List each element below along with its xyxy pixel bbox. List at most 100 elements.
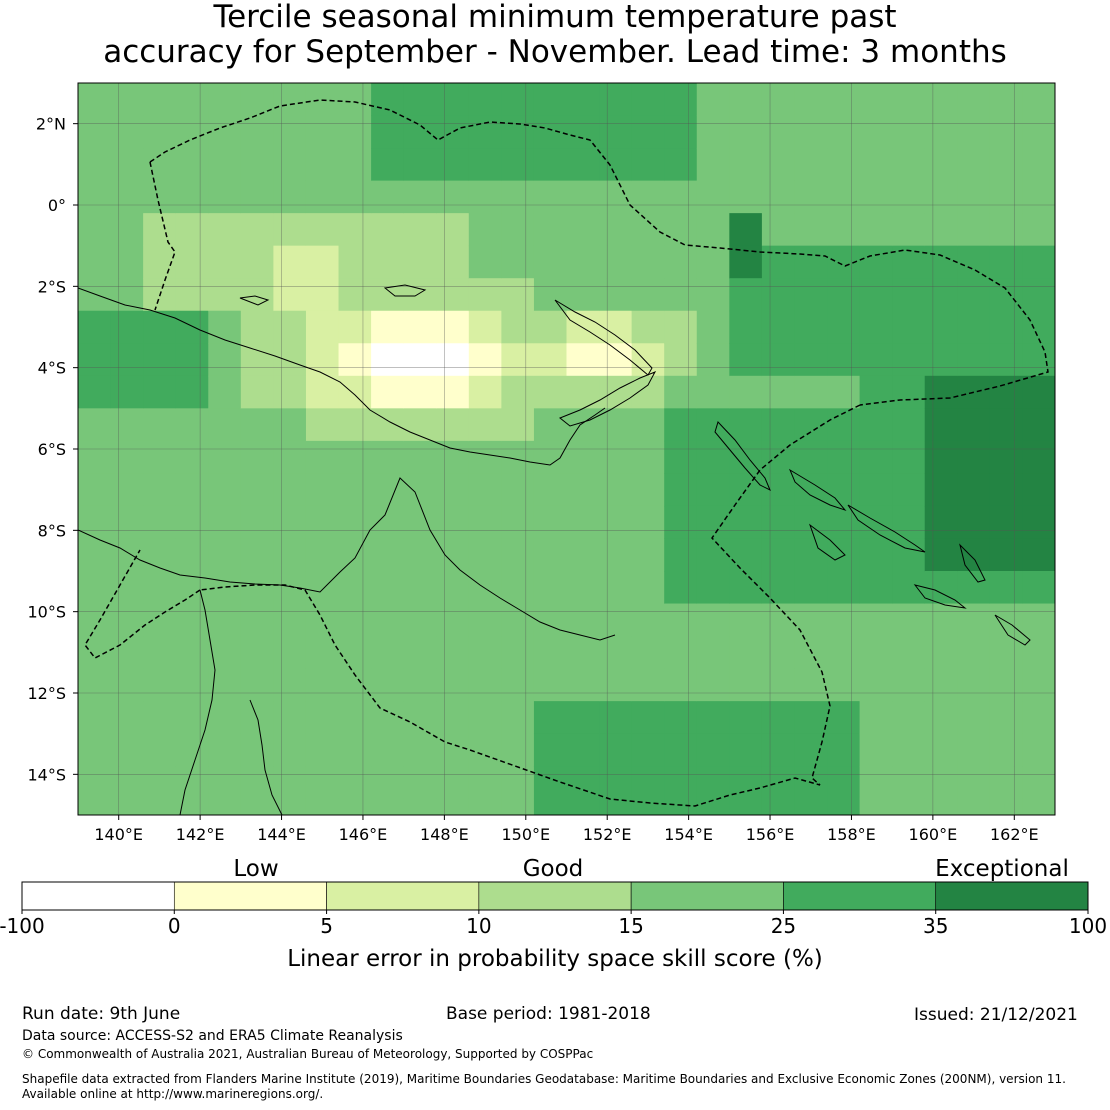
- skill-cell: [794, 278, 828, 312]
- skill-cell: [599, 603, 633, 637]
- skill-cell: [924, 213, 958, 247]
- x-tick-label: 142°E: [176, 825, 225, 844]
- skill-cell: [305, 245, 340, 279]
- skill-cell: [664, 343, 698, 377]
- skill-cell: [305, 440, 340, 474]
- skill-cell: [696, 733, 730, 767]
- skill-cell: [729, 408, 763, 442]
- skill-cell: [957, 473, 991, 507]
- skill-cell: [1055, 246, 1088, 279]
- skill-cell: [143, 310, 177, 344]
- skill-cell: [468, 115, 502, 149]
- skill-cell: [1022, 213, 1055, 247]
- y-tick-label: 6°S: [38, 440, 66, 459]
- skill-cell: [371, 148, 405, 182]
- skill-cell: [631, 473, 665, 507]
- skill-cell: [859, 213, 893, 247]
- skill-cell: [403, 798, 437, 815]
- skill-cell: [501, 148, 535, 182]
- copyright-notice: © Commonwealth of Australia 2021, Austra…: [22, 1047, 594, 1061]
- skill-cell: [175, 83, 209, 117]
- skill-cell: [305, 115, 340, 149]
- skill-cell: [403, 278, 437, 312]
- skill-cell: [436, 180, 470, 214]
- skill-cell: [1022, 473, 1055, 507]
- skill-cell: [403, 733, 437, 767]
- skill-cell: [761, 473, 795, 507]
- skill-cell: [338, 473, 372, 507]
- skill-cell: [794, 115, 828, 149]
- skill-cell: [436, 83, 470, 117]
- skill-cell: [240, 473, 274, 507]
- skill-cell: [501, 180, 535, 214]
- skill-cell: [631, 733, 665, 767]
- skill-cell: [338, 310, 372, 344]
- skill-cell: [957, 701, 991, 735]
- skill-cell: [468, 245, 502, 279]
- skill-cell: [403, 180, 437, 214]
- skill-cell: [631, 440, 665, 474]
- skill-cell: [664, 180, 698, 214]
- skill-cell: [827, 668, 861, 702]
- skill-cell: [761, 245, 795, 279]
- skill-cell: [501, 278, 535, 312]
- skill-cell: [631, 310, 665, 344]
- skill-cell: [924, 310, 958, 344]
- skill-cell: [696, 538, 730, 572]
- skill-cell: [436, 701, 470, 735]
- skill-cell: [533, 571, 567, 605]
- skill-cell: [78, 148, 112, 182]
- skill-cell: [273, 180, 307, 214]
- skill-cell: [566, 83, 600, 117]
- skill-cell: [729, 310, 763, 344]
- skill-cell: [110, 278, 144, 312]
- skill-cell: [664, 375, 698, 409]
- skill-cell: [175, 408, 209, 442]
- skill-cell: [273, 245, 307, 279]
- skill-cell: [240, 440, 274, 474]
- skill-cell: [78, 798, 112, 815]
- skill-cell: [240, 245, 274, 279]
- skill-cell: [794, 343, 828, 377]
- skill-cell: [599, 245, 633, 279]
- skill-cell: [599, 733, 633, 767]
- skill-cell: [794, 375, 828, 409]
- skill-cell: [631, 115, 665, 149]
- x-tick-label: 140°E: [94, 825, 143, 844]
- skill-cell: [273, 148, 307, 182]
- skill-cell: [78, 310, 112, 344]
- skill-cell: [208, 180, 242, 214]
- skill-cell: [794, 440, 828, 474]
- colorbar-segment: [478, 881, 632, 911]
- skill-cell: [827, 310, 861, 344]
- skill-cell: [305, 180, 340, 214]
- skill-cell: [110, 505, 144, 539]
- skill-cell: [436, 278, 470, 312]
- skill-cell: [924, 343, 958, 377]
- skill-cell: [827, 375, 861, 409]
- skill-cell: [566, 375, 600, 409]
- skill-cell: [892, 343, 926, 377]
- skill-cell: [664, 245, 698, 279]
- skill-cell: [468, 83, 502, 117]
- skill-cell: [403, 538, 437, 572]
- skill-cell: [273, 603, 307, 637]
- skill-cell: [273, 310, 307, 344]
- colorbar-category-label: Good: [523, 856, 584, 882]
- skill-cell: [78, 245, 112, 279]
- skill-cell: [175, 603, 209, 637]
- skill-cell: [924, 505, 958, 539]
- skill-cell: [696, 408, 730, 442]
- skill-cell: [1055, 669, 1088, 702]
- skill-cell: [371, 571, 405, 605]
- skill-cell: [827, 278, 861, 312]
- skill-cell: [533, 408, 567, 442]
- skill-cell: [1055, 181, 1088, 214]
- skill-cell: [664, 310, 698, 344]
- skill-cell: [924, 83, 958, 117]
- skill-cell: [827, 571, 861, 605]
- skill-cell: [957, 798, 991, 815]
- skill-cell: [761, 83, 795, 117]
- skill-cell: [240, 375, 274, 409]
- skill-cell: [273, 83, 307, 117]
